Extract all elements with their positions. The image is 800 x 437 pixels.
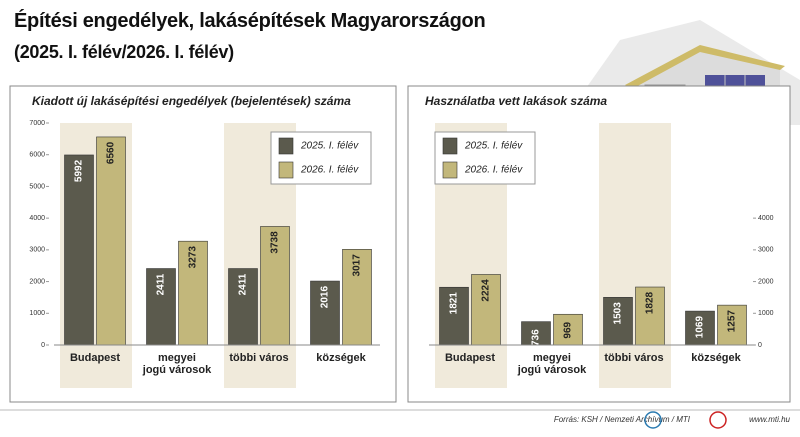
x-tick-label: többi város (229, 352, 289, 364)
value-label: 1821 (449, 292, 460, 315)
bar (635, 286, 665, 346)
y-tick-label: 3000 (29, 247, 45, 254)
title: Építési engedélyek, lakásépítések Magyar… (14, 10, 486, 32)
logo (644, 411, 662, 429)
legend-label: 2026. I. félév (300, 165, 359, 176)
subtitle: (2025. I. félév/2026. I. félév) (14, 42, 234, 62)
bar (603, 297, 633, 346)
y-tick-label: 3000 (758, 247, 774, 254)
value-label: 3273 (188, 246, 199, 269)
category-band (599, 123, 671, 388)
value-label: 736 (531, 329, 542, 346)
value-label: 2411 (156, 273, 167, 295)
legend-label: 2025. I. félév (300, 141, 359, 152)
bar (64, 154, 94, 346)
value-label: 1069 (695, 316, 706, 339)
value-label: 1828 (645, 291, 656, 314)
bar (96, 136, 126, 346)
value-label: 2016 (320, 286, 331, 309)
bar (260, 226, 290, 346)
bar (178, 240, 208, 346)
value-label: 3017 (352, 254, 363, 277)
legend-label: 2025. I. félév (464, 141, 523, 152)
value-label: 5992 (74, 159, 85, 182)
x-tick-label: községek (691, 352, 741, 364)
legend-swatch (442, 161, 458, 179)
value-label: 2411 (238, 273, 249, 295)
y-tick-label: 2000 (758, 278, 774, 285)
value-label: 1503 (613, 302, 624, 325)
x-tick-label: Budapest (69, 352, 121, 364)
y-tick-label: 7000 (29, 120, 45, 127)
legend-swatch (278, 161, 294, 179)
y-tick-label: 6000 (29, 152, 45, 159)
y-tick-label: 2000 (29, 278, 45, 285)
legend-swatch (278, 137, 294, 155)
y-tick-label: 0 (758, 342, 762, 349)
y-tick-label: 4000 (29, 215, 45, 222)
bar (685, 310, 715, 346)
bar (471, 274, 501, 346)
x-tick-label: megyei jogú városok (142, 352, 212, 376)
x-tick-label: községek (316, 352, 366, 364)
y-tick-label: 0 (41, 342, 45, 349)
y-tick-label: 5000 (29, 183, 45, 190)
value-label: 1257 (727, 310, 738, 333)
bar (146, 268, 176, 346)
x-tick-label: többi város (604, 352, 664, 364)
legend-swatch (442, 137, 458, 155)
bar (553, 313, 583, 346)
bar (717, 304, 747, 346)
value-label: 6560 (106, 141, 117, 164)
value-label: 969 (563, 321, 574, 338)
logo (709, 411, 727, 429)
value-label: 3738 (270, 231, 281, 254)
x-tick-label: megyei jogú városok (517, 352, 587, 376)
bar (228, 268, 258, 346)
value-label: 2224 (481, 279, 492, 302)
y-tick-label: 1000 (758, 310, 774, 317)
bar (342, 249, 372, 346)
y-tick-label: 1000 (29, 310, 45, 317)
panel-title: Kiadott új lakásépítési engedélyek (beje… (32, 94, 351, 108)
url: www.mti.hu (749, 415, 790, 424)
bar (439, 286, 469, 346)
panel-title: Használatba vett lakások száma (425, 94, 607, 108)
legend-label: 2026. I. félév (464, 165, 523, 176)
x-tick-label: Budapest (444, 352, 496, 364)
source: Forrás: KSH / Nemzeti Archívum / MTI (554, 415, 691, 424)
y-tick-label: 4000 (758, 215, 774, 222)
